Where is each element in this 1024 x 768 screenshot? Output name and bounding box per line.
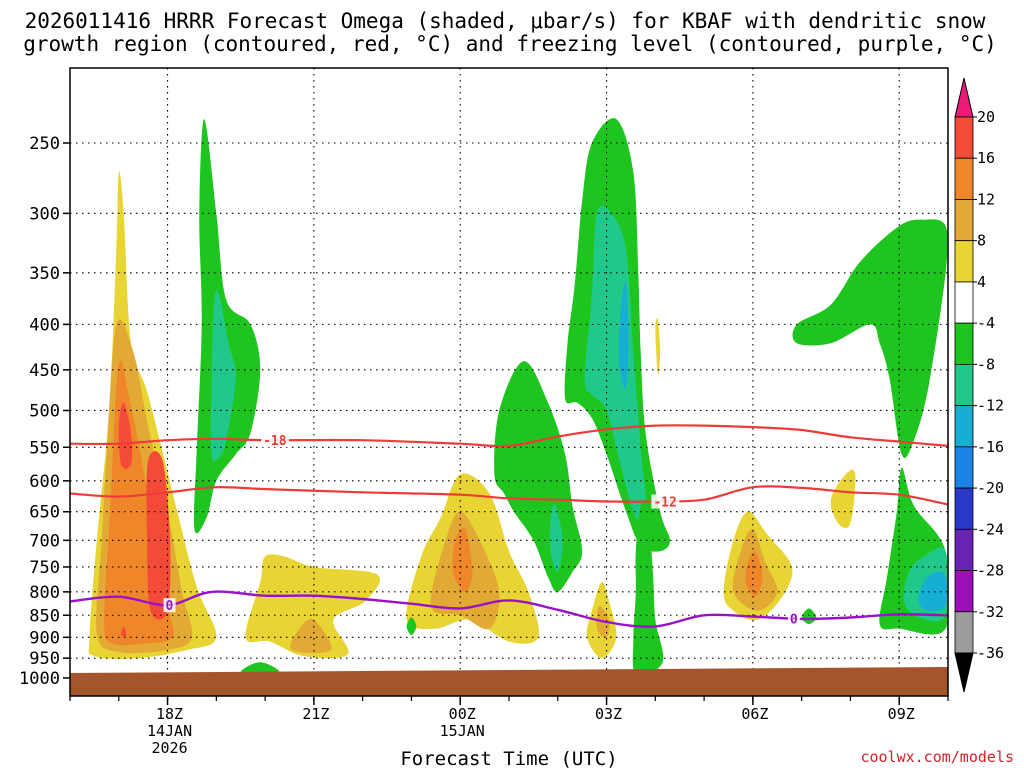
omega-region-18 — [193, 119, 261, 534]
gridlines — [70, 68, 948, 696]
xtick-label-2-2: 2026 — [151, 739, 187, 757]
xtick-label-2-1: 14JAN — [147, 722, 192, 740]
colorbar-label-1: 16 — [977, 149, 995, 167]
y-axis: 2503003504004505005506006507007508008509… — [19, 134, 70, 689]
freezing-level-line-label-bg-0 — [163, 598, 176, 613]
omega-region-7 — [290, 618, 332, 654]
colorbar-label-3: 8 — [977, 232, 986, 250]
ytick-label-300: 300 — [29, 204, 60, 224]
ytick-label-350: 350 — [29, 264, 60, 284]
omega-region-25 — [584, 205, 646, 521]
colorbar-swatch-0 — [954, 116, 974, 159]
colorbar-swatch-7 — [954, 405, 974, 448]
ytick-label-550: 550 — [29, 438, 60, 458]
temperature-contours: -18 -12 0 0 — [70, 424, 948, 628]
omega-region-6 — [245, 554, 381, 659]
omega-region-3 — [118, 402, 133, 469]
ground-slope — [70, 666, 948, 673]
colorbar-swatch-3 — [954, 240, 974, 283]
omega-region-10 — [452, 527, 473, 592]
ytick-label-700: 700 — [29, 531, 60, 551]
omega-region-31 — [918, 571, 948, 612]
plot-area: -18 -12 0 0 — [70, 68, 948, 696]
omega-region-21 — [406, 617, 417, 636]
colorbar-swatch-12 — [954, 611, 974, 654]
omega-region-32 — [801, 608, 817, 625]
ytick-label-250: 250 — [29, 134, 60, 154]
freezing-level-line-label-bg-1 — [787, 611, 800, 626]
ground-layer — [70, 666, 948, 696]
ytick-label-1000: 1000 — [19, 669, 60, 689]
chart-title-line-2: growth region (contoured, red, °C) and f… — [23, 32, 997, 56]
x-axis-label: Forecast Time (UTC) — [400, 748, 617, 768]
ytick-label-850: 850 — [29, 606, 60, 626]
xtick-label-17-0: 09Z — [888, 705, 915, 723]
colorbar-swatch-2 — [954, 199, 974, 242]
freezing-level-line — [70, 590, 948, 628]
colorbar-swatch-8 — [954, 446, 974, 489]
omega-shading — [88, 118, 948, 678]
colorbar-label-7: -12 — [977, 397, 1004, 415]
colorbar-label-4: 4 — [977, 273, 986, 291]
xtick-label-5-0: 21Z — [302, 705, 329, 723]
freezing-level-line-label-0: 0 — [166, 599, 174, 614]
isotherm--18-label-0: -18 — [263, 434, 287, 449]
omega-region-27 — [632, 501, 664, 676]
ytick-label-400: 400 — [29, 315, 60, 335]
ytick-label-750: 750 — [29, 558, 60, 578]
colorbar-label-9: -20 — [977, 479, 1004, 497]
colorbar-bottom-triangle — [954, 652, 974, 693]
isotherm--12 — [70, 485, 948, 506]
xtick-label-14-0: 06Z — [741, 705, 768, 723]
ytick-label-950: 950 — [29, 649, 60, 669]
ytick-label-450: 450 — [29, 361, 60, 381]
credit-text: coolwx.com/models — [860, 748, 1014, 766]
colorbar-label-11: -28 — [977, 562, 1004, 580]
colorbar-label-2: 12 — [977, 190, 995, 208]
colorbar-swatch-9 — [954, 487, 974, 530]
omega-region-15 — [745, 550, 763, 597]
chart-title-line-1: 2026011416 HRRR Forecast Omega (shaded, … — [25, 9, 986, 33]
colorbar-label-10: -24 — [977, 520, 1004, 538]
colorbar: 20 16 12 8 4 -4 -8 -12 -16 -20 -24 -28 -32 -36 — [954, 77, 1004, 693]
colorbar-label-6: -8 — [977, 355, 995, 373]
ytick-label-500: 500 — [29, 401, 60, 421]
ytick-label-800: 800 — [29, 583, 60, 603]
ytick-label-900: 900 — [29, 628, 60, 648]
colorbar-swatch-11 — [954, 570, 974, 613]
ytick-label-650: 650 — [29, 503, 60, 523]
xtick-label-8-0: 00Z — [449, 705, 476, 723]
omega-region-19 — [210, 290, 236, 462]
colorbar-swatch-5 — [954, 322, 974, 365]
colorbar-swatch-6 — [954, 363, 974, 407]
xtick-label-8-1: 15JAN — [440, 722, 485, 740]
colorbar-label-8: -16 — [977, 438, 1004, 456]
isotherm--18 — [70, 424, 948, 448]
colorbar-label-13: -36 — [977, 644, 1004, 662]
isotherm--18-label-bg-0 — [261, 433, 290, 448]
colorbar-label-0: 20 — [977, 108, 995, 126]
colorbar-swatch-1 — [954, 157, 974, 200]
colorbar-swatch-10 — [954, 528, 974, 571]
colorbar-top-triangle — [954, 77, 974, 118]
omega-region-5 — [121, 626, 127, 637]
freezing-level-line-label-1: 0 — [790, 612, 798, 627]
omega-region-28 — [792, 219, 948, 458]
colorbar-label-12: -32 — [977, 603, 1004, 621]
omega-region-17 — [830, 469, 856, 529]
isotherm--12-label-0: -12 — [653, 496, 676, 511]
colorbar-swatch-4 — [954, 281, 974, 324]
omega-region-16 — [655, 318, 661, 375]
xtick-label-2-0: 18Z — [156, 705, 183, 723]
omega-region-26 — [618, 282, 629, 389]
ytick-label-600: 600 — [29, 472, 60, 492]
omega-region-23 — [549, 504, 563, 573]
xtick-label-11-0: 03Z — [595, 705, 622, 723]
chart-title: 2026011416 HRRR Forecast Omega (shaded, … — [23, 9, 997, 56]
isotherm--12-label-bg-0 — [651, 494, 680, 509]
colorbar-label-5: -4 — [977, 314, 995, 332]
ground-fill — [70, 672, 948, 696]
